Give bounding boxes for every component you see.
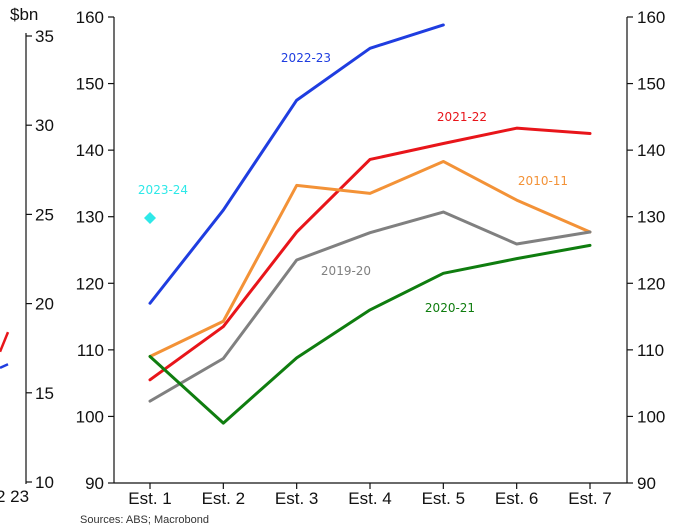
left-y-tick-label: 20 [35,295,54,314]
left-panel-lines [0,331,10,369]
series-labels: 2022-23 2021-22 2010-11 2019-20 2020-21 2023-… [138,51,568,315]
series-label-2019-20: 2019-20 [321,264,371,278]
left-panel-x-tick-label: 2 23 [0,487,29,506]
y-tick-label-right: 140 [637,141,665,160]
y-tick-label-right: 130 [637,208,665,227]
x-tick-label: Est. 2 [202,489,245,508]
y-tick-label-right: 150 [637,75,665,94]
main-y-ticks-left: 90 100 110 120 130 140 150 160 [76,8,114,493]
series-line-2010-11 [148,159,592,359]
source-note: Sources: ABS; Macrobond [80,514,209,526]
left-y-tick-label: 15 [35,384,54,403]
left-panel: $bn 10 15 20 25 30 35 2 23 [0,5,54,506]
series-label-2010-11: 2010-11 [518,174,568,188]
series-line-2020-21 [148,243,592,425]
y-tick-label-right: 110 [637,341,664,360]
series-label-2020-21: 2020-21 [425,301,475,315]
x-tick-label: Est. 5 [422,489,465,508]
y-tick-label-left: 90 [85,474,104,493]
left-panel-ticks: 10 15 20 25 30 35 [26,27,54,492]
left-series-line [0,331,10,353]
y-tick-label-left: 160 [76,8,104,27]
y-tick-label-left: 120 [76,274,104,293]
x-tick-label: Est. 4 [348,489,391,508]
series-label-2023-24: 2023-24 [138,183,188,197]
left-series-line [0,363,9,369]
main-x-ticks: Est. 1 Est. 2 Est. 3 Est. 4 Est. 5 Est. 6 Est.… [128,483,612,508]
y-tick-label-left: 110 [77,341,104,360]
series-label-2022-23: 2022-23 [281,51,331,65]
series-line-2022-23 [148,23,445,305]
left-y-tick-label: 30 [35,116,54,135]
x-tick-label: Est. 6 [495,489,538,508]
x-tick-label: Est. 3 [275,489,318,508]
y-tick-label-right: 100 [637,407,665,426]
y-tick-label-left: 100 [76,407,104,426]
left-unit-label: $bn [10,5,38,24]
series-line-2019-20 [148,210,592,403]
main-y-ticks-right: 90 100 110 120 130 140 150 160 [627,8,665,493]
y-tick-label-left: 150 [76,75,104,94]
left-y-tick-label: 35 [35,27,54,46]
main-panel: 90 100 110 120 130 140 150 160 90 100 110 120 130 14… [76,8,666,508]
series-lines [144,23,592,425]
y-tick-label-left: 130 [76,208,104,227]
x-tick-label: Est. 7 [568,489,611,508]
y-tick-label-right: 90 [637,474,656,493]
left-y-tick-label: 10 [35,473,54,492]
x-tick-label: Est. 1 [128,489,171,508]
y-tick-label-right: 160 [637,8,665,27]
left-y-tick-label: 25 [35,205,54,224]
y-tick-label-left: 140 [76,141,104,160]
series-point-2023-24 [144,212,156,225]
series-line-2021-22 [148,126,592,382]
series-label-2021-22: 2021-22 [437,110,487,124]
y-tick-label-right: 120 [637,274,665,293]
